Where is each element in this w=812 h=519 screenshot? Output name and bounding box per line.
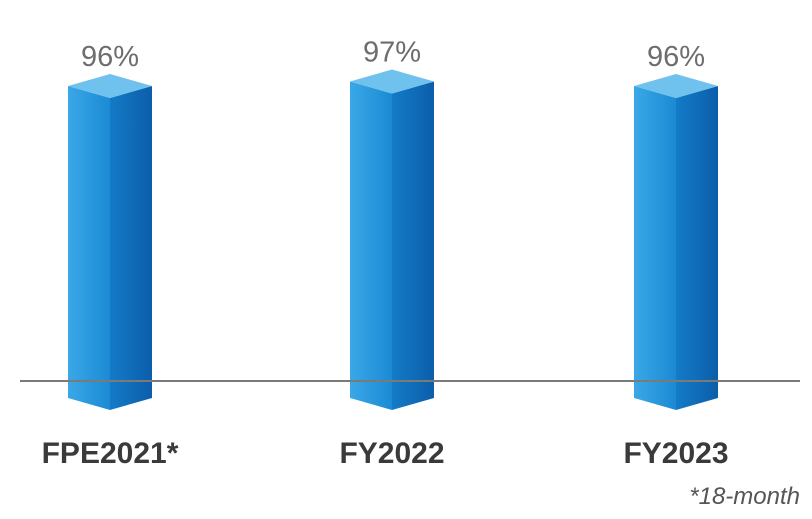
bar-front-face: [350, 81, 392, 410]
footnote: *18-month: [689, 483, 800, 510]
bar-2: [350, 69, 434, 410]
bar-side-face: [110, 86, 152, 410]
value-label: 96%: [81, 41, 139, 73]
bar-1: [68, 74, 152, 410]
bar-side-face: [392, 81, 434, 410]
bar-top-face: [350, 69, 434, 94]
bar-3: [634, 74, 718, 410]
value-label: 96%: [647, 41, 705, 73]
bar-top-face: [68, 74, 152, 98]
category-label: FY2022: [339, 437, 444, 470]
bar-front-face: [68, 86, 110, 410]
category-label: FPE2021*: [42, 437, 179, 470]
value-label: 97%: [363, 37, 421, 69]
bar-front-face: [634, 86, 676, 410]
bar-side-face: [676, 86, 718, 410]
bar-top-face: [634, 74, 718, 98]
category-label: FY2023: [623, 437, 728, 470]
